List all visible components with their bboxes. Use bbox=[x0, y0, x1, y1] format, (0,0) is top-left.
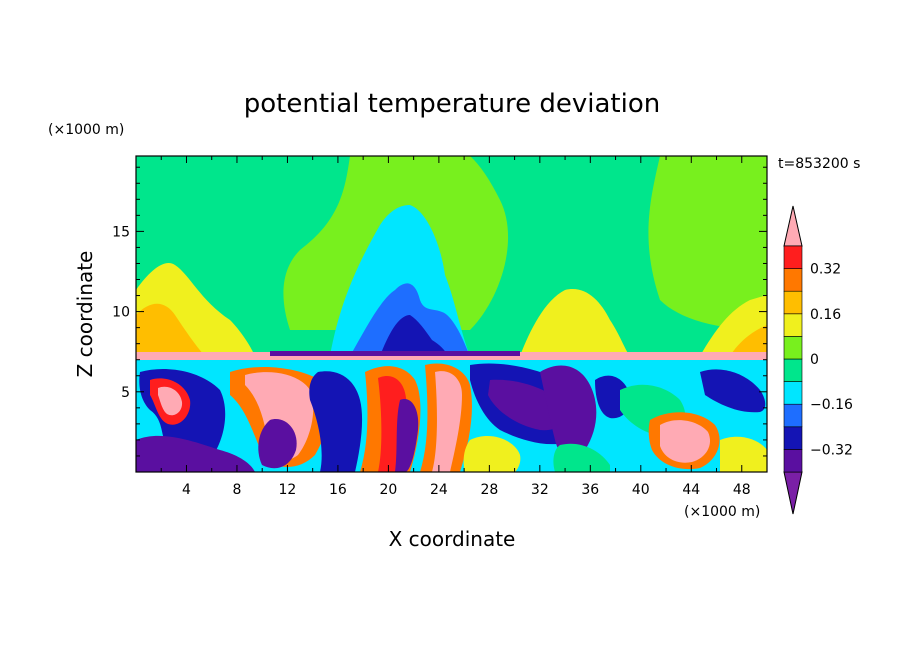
x-tick-label: 44 bbox=[682, 482, 700, 498]
field-blob-17 bbox=[540, 365, 597, 459]
colorbar-label: 0 bbox=[810, 352, 819, 368]
x-tick-label: 36 bbox=[581, 482, 599, 498]
field-blob-8 bbox=[309, 371, 363, 472]
y-axis-label: Z coordinate bbox=[73, 251, 97, 378]
colorbar-lower-extend bbox=[783, 471, 803, 515]
y-tick-label: 5 bbox=[121, 385, 130, 401]
field-blob-4 bbox=[136, 435, 255, 472]
field-blob-23 bbox=[700, 369, 766, 413]
colorbar-box bbox=[783, 403, 803, 428]
colorbar-box bbox=[783, 449, 803, 473]
field-inversion-dark bbox=[270, 351, 520, 356]
x-tick-label: 40 bbox=[632, 482, 650, 498]
colorbar: 0.32 0.16 0 −0.16 −0.32 bbox=[783, 205, 853, 515]
x-tick-label: 8 bbox=[232, 482, 241, 498]
colorbar-label: −0.16 bbox=[810, 397, 853, 413]
y-tick-label: 10 bbox=[112, 305, 130, 321]
field-upper-orange-left bbox=[136, 303, 205, 356]
contour-field bbox=[136, 156, 767, 472]
y-unit-label: (×1000 m) bbox=[48, 122, 124, 138]
x-tick-label: 16 bbox=[329, 482, 347, 498]
colorbar-box bbox=[783, 313, 803, 337]
colorbar-box bbox=[783, 381, 803, 405]
field-upper-orange-right bbox=[730, 325, 767, 356]
colorbar-label: 0.32 bbox=[810, 262, 841, 278]
field-upper-blue-inner bbox=[380, 315, 448, 356]
field-blob-21 bbox=[660, 420, 711, 463]
x-tick-label: 12 bbox=[279, 482, 297, 498]
colorbar-box bbox=[783, 245, 803, 269]
colorbar-upper-extend bbox=[783, 205, 803, 247]
colorbar-box bbox=[783, 358, 803, 382]
colorbar-box bbox=[783, 268, 803, 292]
field-upper-teal bbox=[136, 156, 767, 356]
x-tick-label: 4 bbox=[182, 482, 191, 498]
x-tick-label: 20 bbox=[379, 482, 397, 498]
field-blob-22 bbox=[720, 436, 767, 472]
field-upper-yellow-mid bbox=[520, 289, 630, 356]
x-axis: 4 8 12 16 20 24 28 32 36 40 44 48 bbox=[160, 156, 751, 498]
y-tick-label: 15 bbox=[112, 224, 130, 240]
x-unit-label: (×1000 m) bbox=[684, 504, 760, 520]
x-tick-label: 48 bbox=[733, 482, 751, 498]
field-blob-16 bbox=[463, 435, 521, 472]
x-tick-label: 28 bbox=[480, 482, 498, 498]
colorbar-box bbox=[783, 336, 803, 360]
time-label: t=853200 s bbox=[778, 156, 860, 172]
x-axis-label: X coordinate bbox=[389, 527, 516, 551]
y-axis: 5 10 15 bbox=[112, 166, 767, 457]
field-blob-11 bbox=[395, 399, 419, 472]
field-blob-3 bbox=[158, 386, 183, 416]
plot-frame bbox=[135, 155, 768, 473]
field-blob-13 bbox=[432, 371, 462, 472]
field-blob-7 bbox=[258, 419, 297, 469]
colorbar-box bbox=[783, 426, 803, 450]
x-tick-label: 24 bbox=[430, 482, 448, 498]
colorbar-label: −0.32 bbox=[810, 442, 853, 458]
chart-title: potential temperature deviation bbox=[244, 89, 660, 119]
field-blob-24 bbox=[553, 443, 610, 472]
x-tick-label: 32 bbox=[531, 482, 549, 498]
colorbar-label: 0.16 bbox=[810, 307, 841, 323]
colorbar-box bbox=[783, 290, 803, 315]
